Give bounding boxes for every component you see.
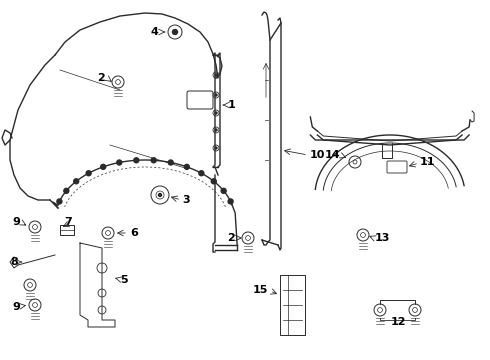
Text: 5: 5 <box>120 275 127 285</box>
Text: 3: 3 <box>182 195 190 205</box>
Text: 7: 7 <box>64 217 72 227</box>
Circle shape <box>64 188 69 193</box>
Circle shape <box>74 179 79 184</box>
Text: 9: 9 <box>12 302 20 312</box>
Circle shape <box>221 188 226 193</box>
Text: 6: 6 <box>130 228 138 238</box>
Circle shape <box>151 158 156 163</box>
Circle shape <box>215 147 217 149</box>
Text: 4: 4 <box>150 27 158 37</box>
Circle shape <box>172 30 177 35</box>
Circle shape <box>215 112 217 114</box>
Circle shape <box>134 158 139 163</box>
Text: 11: 11 <box>420 157 436 167</box>
Circle shape <box>199 171 204 176</box>
Text: 12: 12 <box>390 317 406 327</box>
Text: 9: 9 <box>12 217 20 227</box>
Text: 1: 1 <box>228 100 236 110</box>
Text: 8: 8 <box>10 257 18 267</box>
Circle shape <box>228 199 233 204</box>
Circle shape <box>215 74 217 76</box>
Circle shape <box>57 199 62 204</box>
Circle shape <box>117 160 122 165</box>
Text: 14: 14 <box>324 150 340 160</box>
Circle shape <box>100 165 106 169</box>
Text: 13: 13 <box>375 233 391 243</box>
Circle shape <box>168 160 173 165</box>
Circle shape <box>86 171 91 176</box>
Text: 2: 2 <box>227 233 235 243</box>
Circle shape <box>184 165 189 169</box>
Text: 2: 2 <box>97 73 105 83</box>
Circle shape <box>215 94 217 96</box>
Text: 15: 15 <box>253 285 268 295</box>
Circle shape <box>158 194 162 197</box>
Circle shape <box>211 179 216 184</box>
Bar <box>60 225 74 235</box>
Circle shape <box>215 129 217 131</box>
Text: 10: 10 <box>310 150 325 160</box>
